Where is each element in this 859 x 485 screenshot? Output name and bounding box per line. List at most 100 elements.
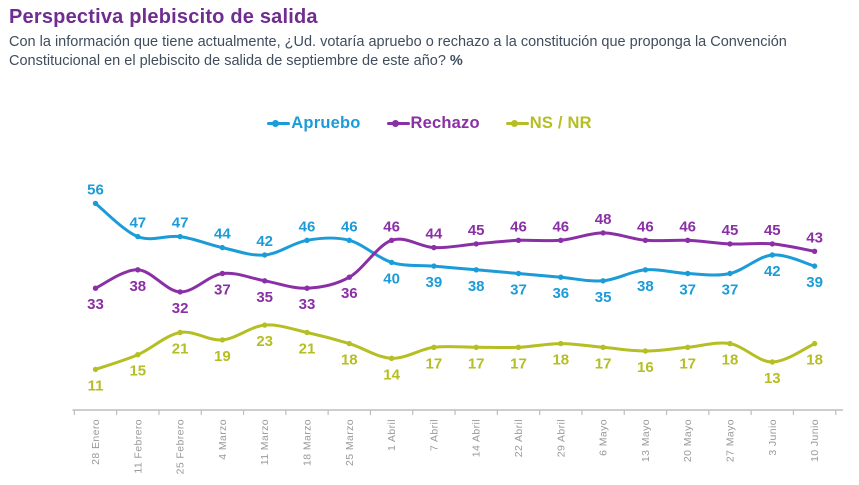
line-marker-icon [267, 120, 291, 127]
data-point-apruebo [219, 244, 226, 251]
data-point-ns-nr [473, 344, 479, 350]
data-point-label-apruebo: 56 [87, 181, 104, 198]
data-point-ns-nr [177, 329, 183, 336]
x-axis-label: 20 Mayo [682, 419, 694, 462]
data-point-label-rechazo: 48 [595, 211, 612, 228]
data-point-ns-nr [346, 340, 352, 347]
x-axis-label: 6 Mayo [598, 419, 610, 456]
data-point-ns-nr [600, 344, 606, 350]
data-point-label-rechazo: 32 [172, 300, 189, 317]
data-point-label-ns-nr: 18 [806, 352, 823, 369]
data-point-rechazo [811, 248, 818, 254]
data-point-label-ns-nr: 21 [299, 341, 316, 358]
data-point-label-ns-nr: 18 [552, 352, 569, 369]
data-point-apruebo [473, 267, 479, 273]
data-point-rechazo [388, 237, 395, 243]
data-point-ns-nr [811, 340, 818, 347]
data-point-label-rechazo: 46 [679, 218, 696, 235]
data-point-label-apruebo: 37 [722, 282, 739, 299]
data-point-label-apruebo: 35 [595, 289, 612, 306]
line-marker-icon [386, 120, 410, 127]
chart-legend: Apruebo Rechazo NS / NR [0, 114, 859, 133]
survey-question: Con la información que tiene actualmente… [9, 33, 831, 71]
data-point-label-rechazo: 45 [722, 222, 739, 239]
x-axis-label: 10 Junio [809, 419, 821, 462]
data-point-rechazo [727, 241, 733, 247]
data-point-label-ns-nr: 15 [129, 363, 146, 380]
data-point-label-rechazo: 45 [764, 222, 781, 239]
data-point-ns-nr [262, 322, 268, 328]
data-point-label-ns-nr: 18 [722, 352, 739, 369]
data-point-apruebo [431, 263, 437, 269]
data-point-label-apruebo: 37 [679, 282, 696, 299]
data-point-ns-nr [92, 366, 99, 373]
data-point-ns-nr [135, 352, 141, 358]
data-point-ns-nr [642, 348, 649, 354]
data-point-rechazo [219, 270, 226, 277]
data-point-rechazo [304, 285, 310, 291]
data-point-apruebo [135, 233, 141, 240]
data-point-label-apruebo: 42 [764, 263, 781, 280]
x-axis-label: 29 Abril [555, 419, 567, 457]
data-point-label-ns-nr: 21 [172, 341, 189, 358]
x-axis-label: 11 Febrero [132, 419, 144, 474]
data-point-label-rechazo: 37 [214, 282, 231, 299]
data-point-label-ns-nr: 17 [426, 355, 443, 372]
data-point-label-rechazo: 36 [341, 285, 358, 302]
data-point-apruebo [346, 237, 352, 243]
data-point-label-ns-nr: 23 [256, 333, 273, 350]
data-point-ns-nr [388, 355, 395, 361]
data-point-rechazo [558, 237, 564, 243]
data-point-rechazo [515, 237, 522, 243]
data-point-rechazo [135, 267, 141, 273]
data-point-ns-nr [219, 337, 226, 343]
line-chart: 28 Enero 11 Febrero 25 Febrero 4 Marzo 11 Ma… [72, 181, 843, 474]
data-point-label-rechazo: 33 [299, 296, 316, 313]
survey-question-unit: % [449, 53, 463, 69]
data-point-apruebo [388, 259, 395, 266]
data-point-rechazo [346, 274, 352, 280]
data-point-apruebo [262, 252, 268, 258]
x-axis-label: 25 Febrero [175, 419, 187, 474]
data-point-apruebo [515, 270, 522, 277]
data-point-apruebo [558, 274, 564, 280]
data-point-apruebo [811, 263, 818, 269]
survey-question-text: Con la información que tiene actualmente… [9, 34, 787, 69]
x-axis-label: 27 Mayo [725, 419, 737, 462]
data-point-label-ns-nr: 17 [510, 355, 527, 372]
data-point-ns-nr [515, 344, 522, 350]
data-point-apruebo [177, 233, 183, 240]
data-point-label-ns-nr: 16 [637, 359, 654, 376]
data-point-apruebo [600, 278, 606, 284]
data-point-ns-nr [304, 329, 310, 336]
data-point-apruebo [685, 270, 691, 277]
data-point-label-rechazo: 46 [383, 218, 400, 235]
data-point-apruebo [727, 270, 733, 277]
data-point-label-apruebo: 39 [806, 274, 823, 291]
data-point-label-apruebo: 47 [172, 215, 189, 232]
data-point-label-ns-nr: 17 [679, 355, 696, 372]
data-point-label-rechazo: 44 [426, 226, 443, 243]
data-point-label-ns-nr: 14 [383, 366, 400, 383]
x-axis-label: 14 Abril [471, 419, 483, 457]
data-point-rechazo [473, 241, 479, 247]
data-point-label-ns-nr: 11 [88, 377, 104, 394]
data-point-rechazo [600, 230, 606, 236]
x-axis-label: 25 Marzo [344, 419, 356, 466]
data-point-rechazo [642, 237, 649, 243]
data-point-label-apruebo: 39 [426, 274, 443, 291]
data-point-ns-nr [769, 359, 775, 365]
data-point-label-rechazo: 46 [637, 218, 654, 235]
data-point-rechazo [92, 285, 99, 291]
data-point-rechazo [431, 244, 437, 251]
x-axis-label: 18 Marzo [302, 419, 314, 466]
legend-item-nsnr: NS / NR [505, 114, 592, 133]
data-point-label-apruebo: 46 [299, 218, 316, 235]
data-point-apruebo [304, 237, 310, 243]
data-point-label-rechazo: 33 [87, 296, 104, 313]
data-point-rechazo [769, 241, 775, 247]
data-point-label-apruebo: 42 [256, 233, 273, 250]
data-point-label-rechazo: 46 [510, 218, 527, 235]
data-point-rechazo [685, 237, 691, 243]
